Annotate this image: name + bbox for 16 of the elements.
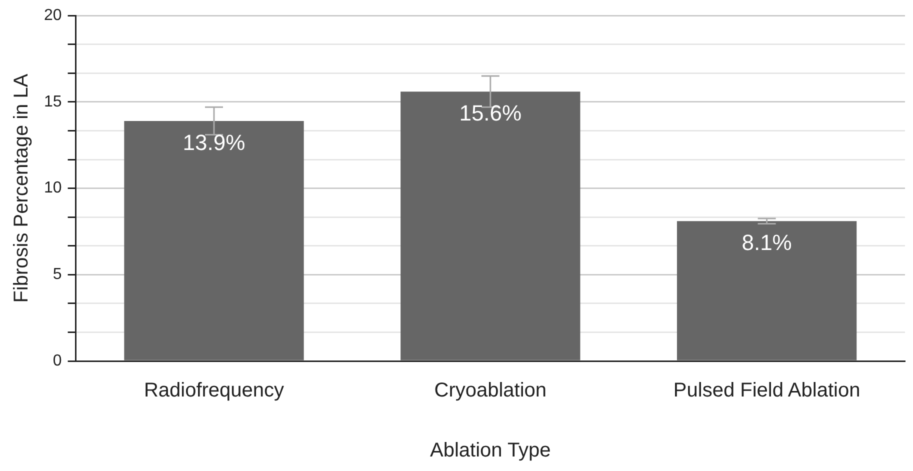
bar: [400, 92, 580, 360]
x-tick-label: Cryoablation: [434, 380, 547, 402]
data-label: 8.1%: [742, 230, 792, 256]
y-tick-label: 0: [52, 352, 62, 370]
data-label: 13.9%: [182, 130, 246, 156]
x-tick-label: Pulsed Field Ablation: [673, 380, 860, 402]
y-axis-title: Fibrosis Percentage in LA: [10, 73, 33, 303]
bar: [676, 221, 857, 360]
y-tick-label: 5: [52, 266, 62, 284]
x-tick-label: Radiofrequency: [144, 380, 284, 402]
y-tick-label: 15: [44, 93, 62, 110]
y-tick-label: 20: [44, 7, 62, 24]
x-axis-title: Ablation Type: [430, 440, 551, 462]
y-tick-label: 10: [44, 180, 62, 197]
bar: [124, 120, 304, 360]
data-label: 15.6%: [459, 100, 522, 126]
